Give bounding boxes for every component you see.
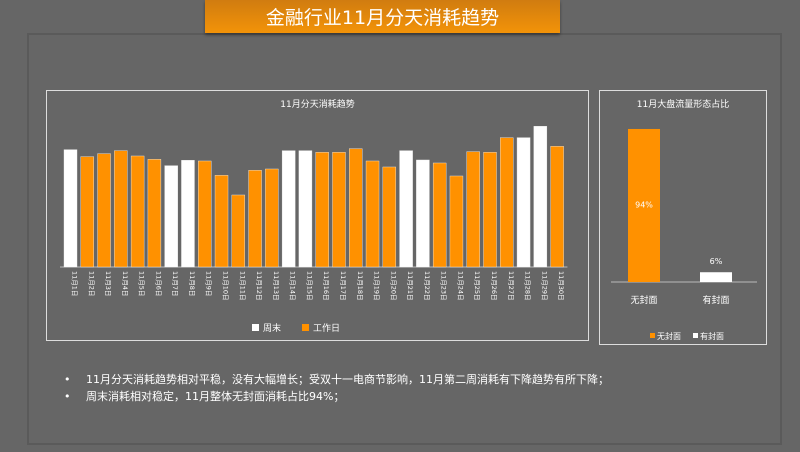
bar-11月12日 bbox=[248, 170, 262, 268]
x-tick-label: 11月19日 bbox=[373, 271, 381, 301]
summary-bullets: 11月分天消耗趋势相对平稳，没有大幅增长；受双十一电商节影响，11月第二周消耗有… bbox=[64, 371, 609, 405]
x-tick-label: 11月7日 bbox=[171, 271, 179, 296]
x-tick-label: 11月4日 bbox=[121, 271, 129, 296]
data-label: 94% bbox=[635, 200, 653, 209]
bar-11月2日 bbox=[80, 156, 94, 268]
x-tick-label: 11月1日 bbox=[71, 271, 79, 296]
legend-swatch-无封面 bbox=[650, 333, 655, 338]
legend-swatch-工作日 bbox=[302, 324, 309, 331]
x-tick-label: 11月28日 bbox=[524, 271, 532, 301]
bar-11月20日 bbox=[382, 166, 397, 268]
x-tick-label: 11月23日 bbox=[440, 271, 448, 301]
x-tick-label: 11月11日 bbox=[238, 271, 246, 301]
bar-11月7日 bbox=[164, 165, 178, 268]
legend-label: 有封面 bbox=[700, 331, 724, 341]
x-tick-label: 11月14日 bbox=[289, 271, 297, 301]
x-tick-label: 11月13日 bbox=[272, 271, 280, 301]
x-tick-label: 11月24日 bbox=[456, 271, 464, 301]
bullet-item: 11月分天消耗趋势相对平稳，没有大幅增长；受双十一电商节影响，11月第二周消耗有… bbox=[64, 371, 609, 388]
legend-label: 工作日 bbox=[313, 322, 340, 334]
bar-11月10日 bbox=[214, 175, 229, 268]
bar-11月29日 bbox=[533, 126, 548, 268]
bar-11月27日 bbox=[500, 137, 514, 268]
bar-11月25日 bbox=[466, 151, 480, 268]
bar-无封面 bbox=[628, 128, 660, 282]
x-tick-label: 11月26日 bbox=[490, 271, 498, 301]
bar-11月9日 bbox=[198, 160, 212, 268]
legend-label: 无封面 bbox=[657, 331, 681, 341]
bar-11月4日 bbox=[114, 150, 128, 268]
x-tick-label: 11月17日 bbox=[339, 271, 347, 301]
bar-11月23日 bbox=[432, 162, 447, 268]
x-tick-label: 11月5日 bbox=[138, 271, 146, 296]
legend-swatch-有封面 bbox=[693, 333, 698, 338]
bar-11月16日 bbox=[315, 152, 329, 268]
x-tick-label: 11月3日 bbox=[104, 271, 112, 296]
legend-swatch-周末 bbox=[252, 324, 259, 331]
bullet-item: 周末消耗相对稳定，11月整体无封面消耗占比94%； bbox=[64, 388, 609, 405]
bar-11月17日 bbox=[332, 152, 346, 268]
bar-11月5日 bbox=[130, 155, 145, 268]
x-tick-label: 11月9日 bbox=[205, 271, 213, 296]
x-tick-label: 11月18日 bbox=[356, 271, 364, 301]
share-chart-panel: 11月大盘流量形态占比 94% 无封面 6% 有封面 无封面 有封面 bbox=[599, 90, 767, 345]
x-tick-label: 11月20日 bbox=[389, 271, 397, 301]
x-tick-label: 11月2日 bbox=[87, 271, 95, 296]
bar-11月3日 bbox=[97, 153, 111, 268]
legend-label: 周末 bbox=[263, 322, 281, 334]
x-tick-label: 11月30日 bbox=[557, 271, 565, 301]
bar-11月26日 bbox=[483, 152, 497, 268]
bar-11月14日 bbox=[281, 150, 296, 268]
bar-11月11日 bbox=[231, 194, 246, 268]
bar-11月18日 bbox=[349, 148, 363, 268]
bar-11月22日 bbox=[416, 159, 430, 268]
x-tick-label: 11月21日 bbox=[406, 271, 414, 301]
bar-11月8日 bbox=[181, 160, 195, 268]
x-tick-label: 11月27日 bbox=[507, 271, 515, 301]
daily-chart: 11月1日 11月2日 11月3日 11月4日 11月5日 11月6日 11月7日 11月8日… bbox=[60, 126, 568, 334]
x-tick-label: 11月12日 bbox=[255, 271, 263, 301]
x-tick-label: 11月29日 bbox=[540, 271, 548, 301]
bar-11月30日 bbox=[550, 146, 564, 268]
data-label: 6% bbox=[710, 257, 723, 266]
x-tick-label: 11月8日 bbox=[188, 271, 196, 296]
bar-11月28日 bbox=[516, 137, 531, 268]
daily-chart-title: 11月分天消耗趋势 bbox=[280, 100, 355, 110]
x-tick-label: 无封面 bbox=[630, 294, 657, 306]
x-tick-label: 有封面 bbox=[702, 294, 729, 306]
bar-11月6日 bbox=[147, 159, 162, 268]
bar-11月15日 bbox=[298, 150, 313, 268]
bar-11月1日 bbox=[63, 149, 78, 268]
bar-11月19日 bbox=[365, 160, 380, 268]
bar-11月24日 bbox=[449, 175, 464, 268]
x-tick-label: 11月25日 bbox=[473, 271, 481, 301]
daily-chart-panel: 11月分天消耗趋势 11月1日 11月2日 11月3日 11月4日 11月5日 11月6日… bbox=[46, 90, 589, 341]
x-tick-label: 11月16日 bbox=[322, 271, 330, 301]
bar-有封面 bbox=[700, 272, 732, 282]
x-tick-label: 11月15日 bbox=[305, 271, 313, 301]
x-tick-label: 11月6日 bbox=[154, 271, 162, 296]
share-chart-title: 11月大盘流量形态占比 bbox=[636, 100, 730, 110]
x-tick-label: 11月22日 bbox=[423, 271, 431, 301]
x-tick-label: 11月10日 bbox=[222, 271, 230, 301]
bar-11月13日 bbox=[265, 168, 279, 268]
content-frame bbox=[27, 33, 782, 445]
page-title: 金融行业11月分天消耗趋势 bbox=[205, 0, 560, 33]
bar-11月21日 bbox=[399, 150, 413, 268]
